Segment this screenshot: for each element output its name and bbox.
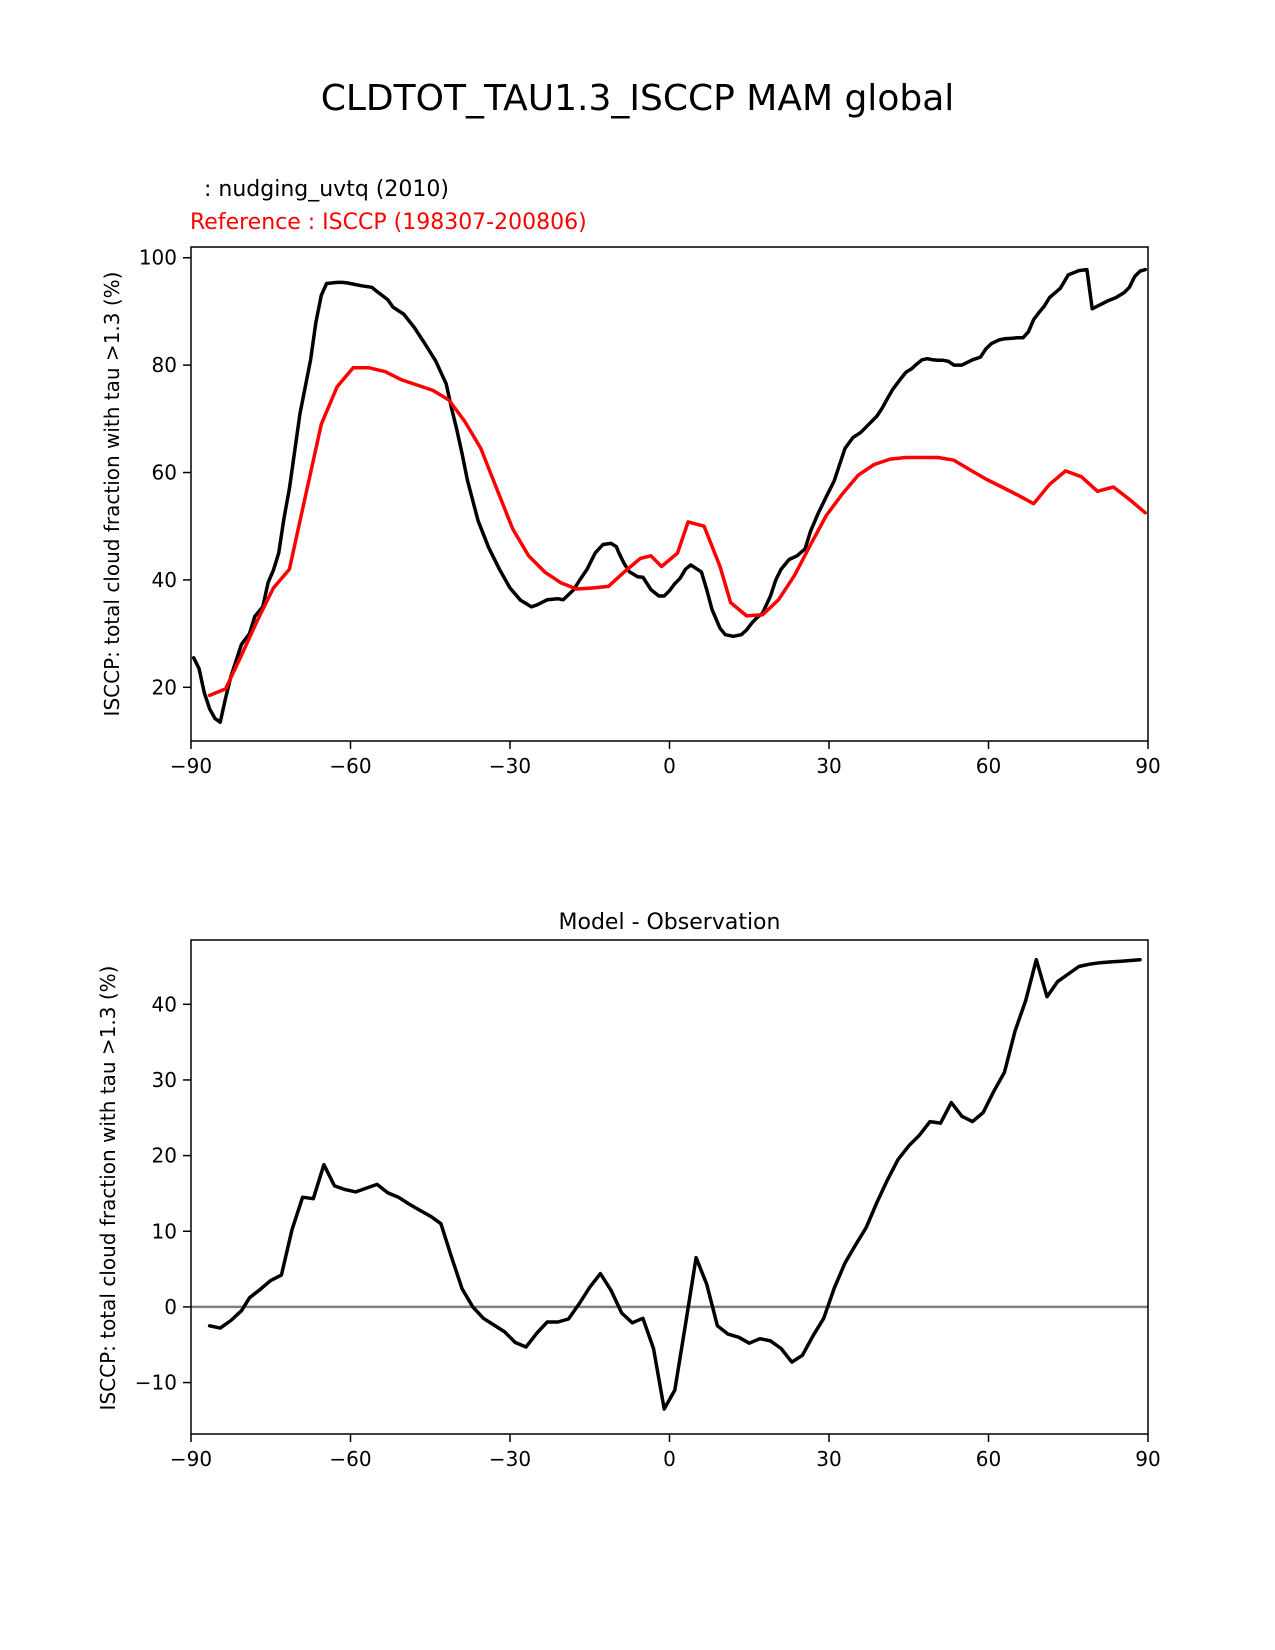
y-tick-label: 40 [152, 992, 177, 1016]
panel-top-zonal-mean: : nudging_uvtq (2010) Reference : ISCCP … [100, 177, 1161, 778]
x-tick-label: −30 [489, 1447, 531, 1471]
x-tick-label: 30 [816, 754, 841, 778]
x-tick-label: −90 [170, 754, 212, 778]
top-x-ticks: −90 −60 −30 0 30 60 90 [170, 741, 1161, 778]
x-tick-label: 90 [1135, 754, 1160, 778]
top-y-ticks: 20 40 60 80 100 [139, 246, 191, 699]
y-tick-label: 80 [152, 353, 177, 377]
x-tick-label: 60 [976, 1447, 1001, 1471]
x-tick-label: −30 [489, 754, 531, 778]
y-tick-label: 0 [164, 1295, 177, 1319]
y-tick-label: 40 [152, 568, 177, 592]
y-tick-label: 20 [152, 1144, 177, 1168]
y-tick-label: 100 [139, 246, 177, 270]
y-tick-label: 60 [152, 461, 177, 485]
panel-bottom-difference: Model - Observation ISCCP: total cloud f… [96, 910, 1161, 1471]
y-tick-label: 30 [152, 1068, 177, 1092]
bottom-series-group [207, 957, 1142, 1411]
bottom-axes-frame [190, 939, 1149, 1435]
model-label: : nudging_uvtq (2010) [190, 177, 449, 202]
series-line-reference [207, 366, 1148, 698]
x-tick-label: 60 [976, 754, 1001, 778]
y-tick-label: 20 [152, 675, 177, 699]
figure-title: CLDTOT_TAU1.3_ISCCP MAM global [321, 78, 955, 119]
x-tick-label: 0 [663, 1447, 676, 1471]
series-line-model-difference [207, 957, 1142, 1411]
bottom-panel-title: Model - Observation [559, 910, 781, 935]
reference-label: Reference : ISCCP (198307-200806) [190, 210, 587, 235]
bottom-x-ticks: −90 −60 −30 0 30 60 90 [170, 1434, 1161, 1471]
x-tick-label: 0 [663, 754, 676, 778]
top-series-group [191, 267, 1148, 724]
y-axis-label-bottom: ISCCP: total cloud fraction with tau >1.… [96, 966, 120, 1411]
y-tick-label: 10 [152, 1219, 177, 1243]
y-tick-label: −10 [135, 1371, 177, 1395]
x-tick-label: 90 [1135, 1447, 1160, 1471]
x-tick-label: −60 [329, 754, 371, 778]
x-tick-label: 30 [816, 1447, 841, 1471]
top-axes-frame [190, 246, 1149, 742]
x-tick-label: −60 [329, 1447, 371, 1471]
x-tick-label: −90 [170, 1447, 212, 1471]
y-axis-label-top: ISCCP: total cloud fraction with tau >1.… [100, 272, 124, 717]
bottom-y-ticks: −10 0 10 20 30 40 [135, 992, 191, 1395]
series-line-model [191, 267, 1148, 724]
